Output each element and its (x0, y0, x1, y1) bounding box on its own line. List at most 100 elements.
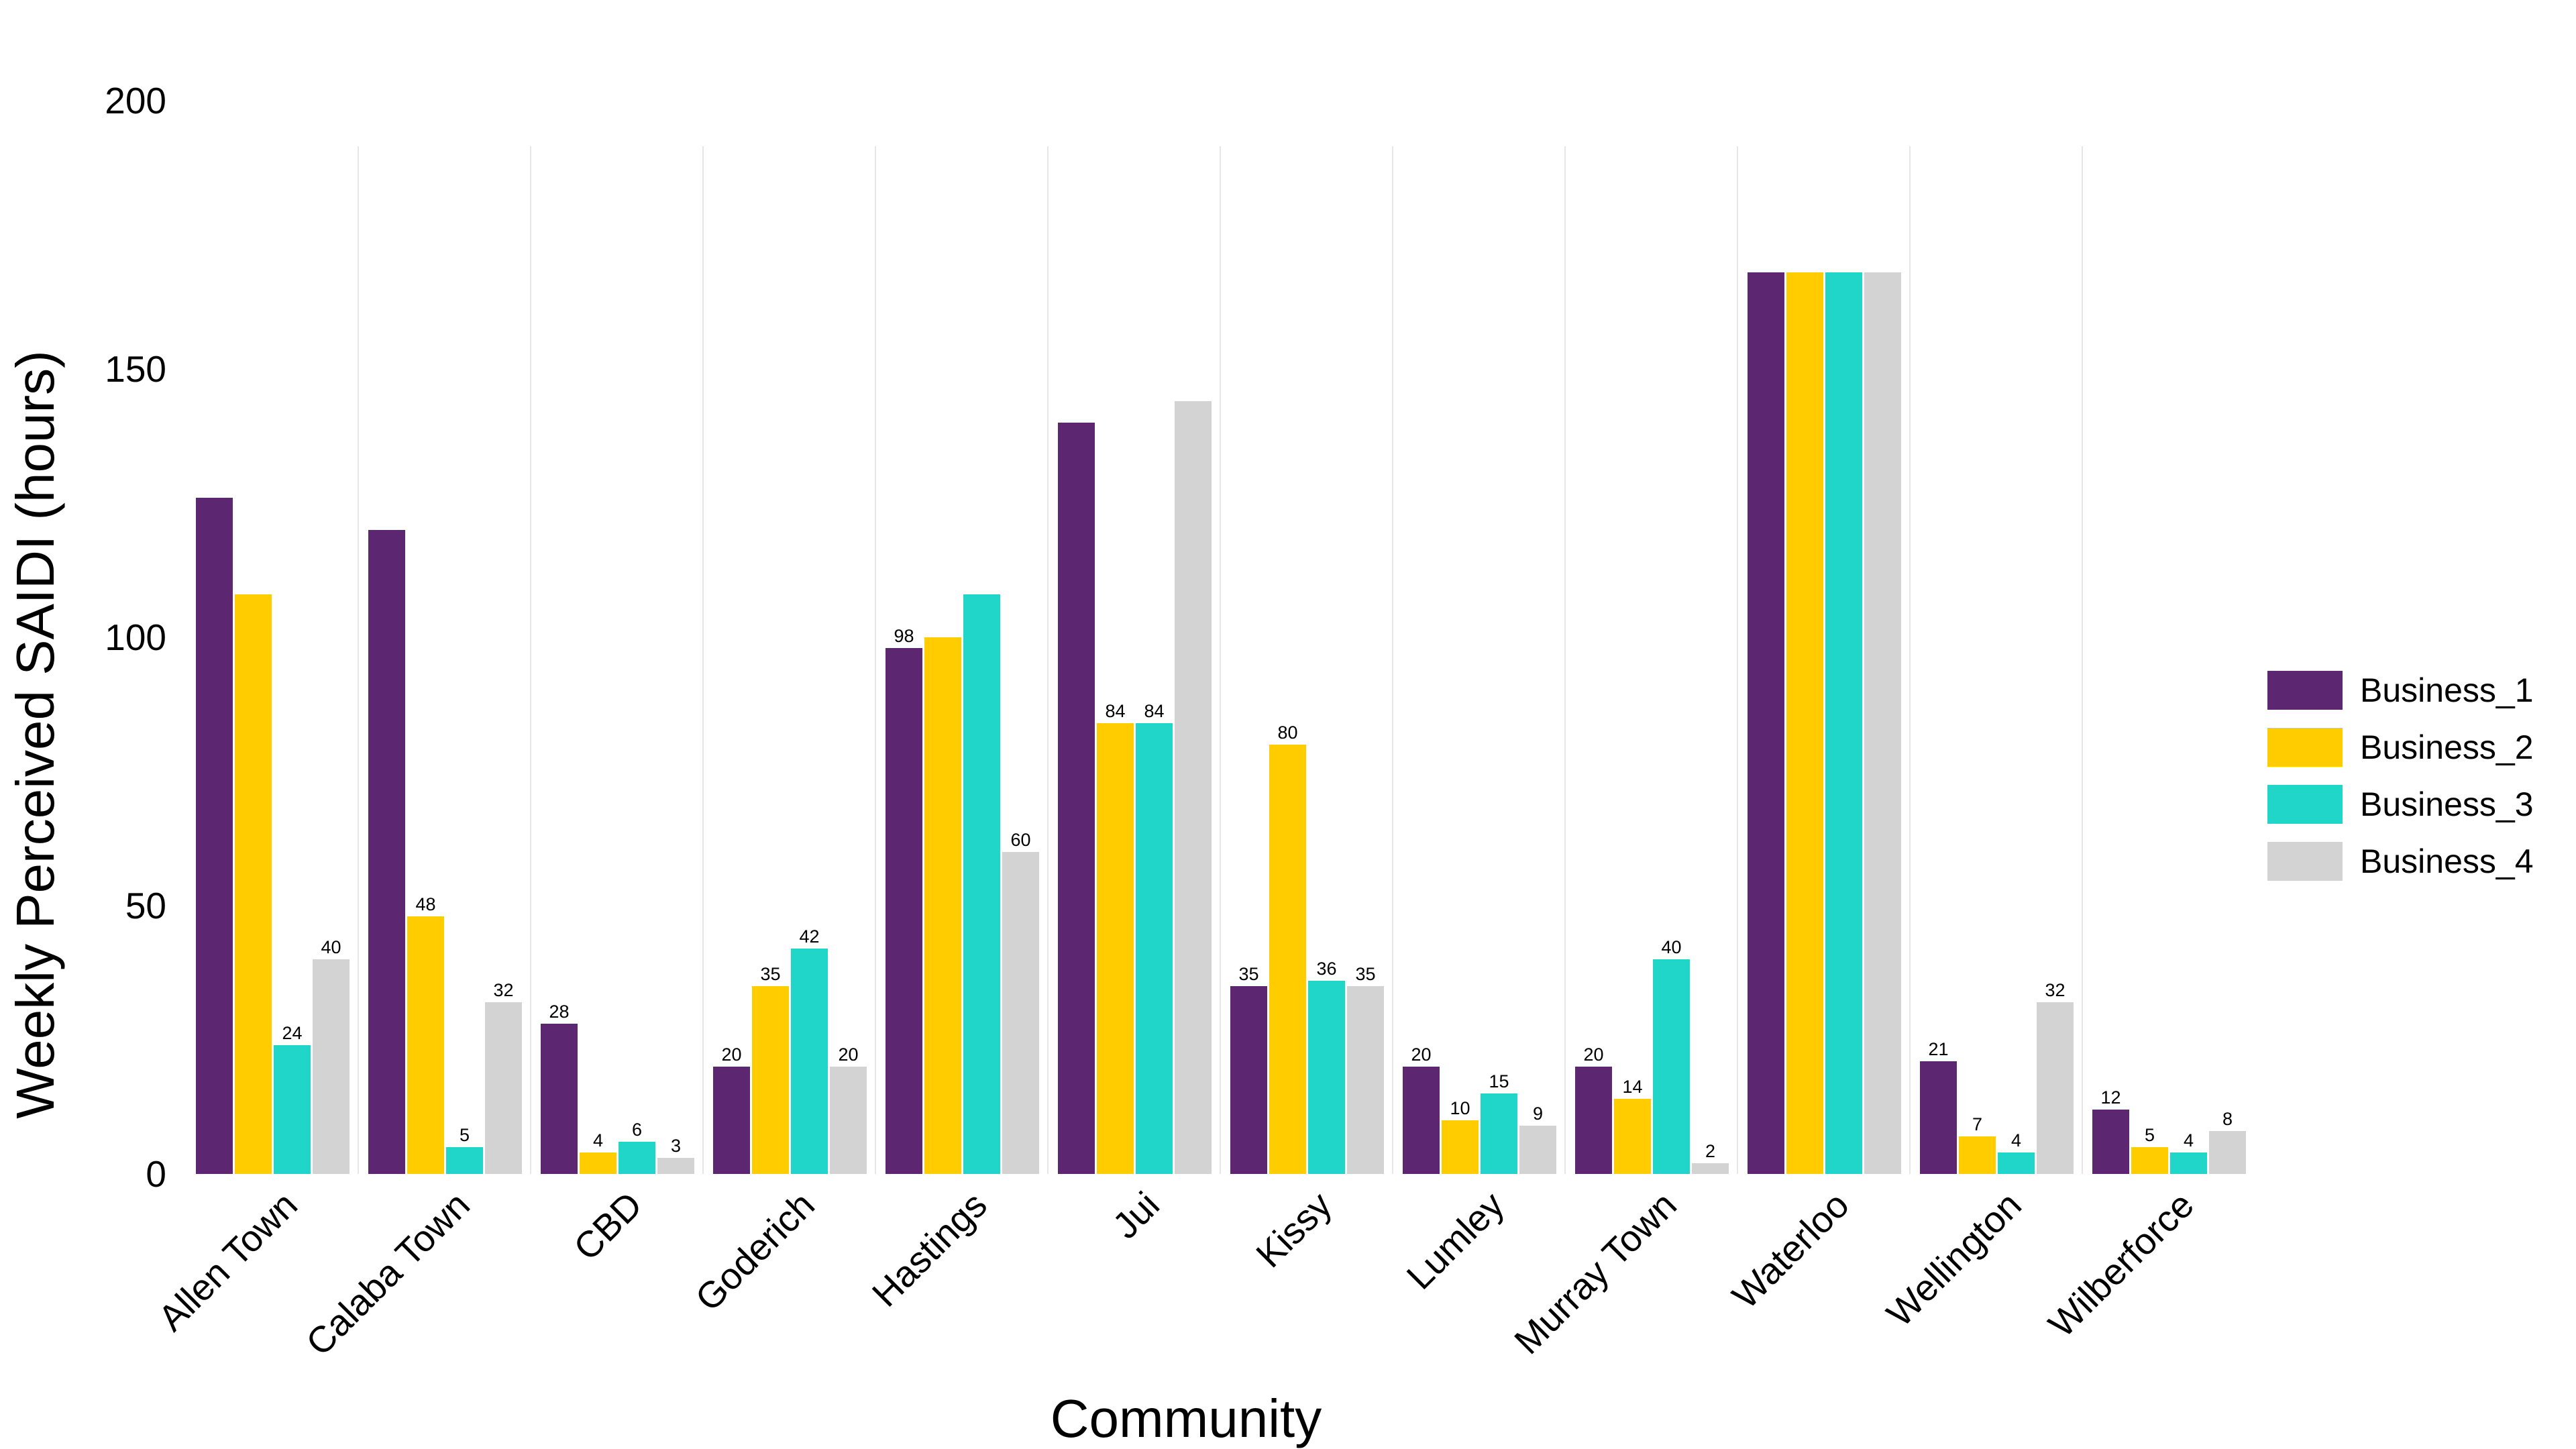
data-label: 20 (721, 1044, 741, 1065)
data-label: 42 (799, 926, 819, 947)
x-tick-label: Hastings (864, 1184, 995, 1315)
bar (196, 498, 233, 1174)
legend: Business_1 Business_2 Business_3 Business_4 (2267, 671, 2534, 881)
data-label: 84 (1105, 701, 1125, 721)
bar (1403, 1067, 1440, 1174)
data-label: 5 (2145, 1125, 2155, 1145)
x-tick-label: Kissy (1248, 1183, 1340, 1275)
bar (1058, 423, 1095, 1174)
bar (1959, 1136, 1996, 1174)
legend-swatch (2267, 785, 2343, 824)
bar (1097, 723, 1134, 1174)
data-label: 2 (1705, 1141, 1715, 1161)
legend-label: Business_2 (2360, 729, 2534, 766)
data-label: 40 (1661, 937, 1681, 957)
y-tick-label: 0 (146, 1153, 166, 1195)
data-label: 40 (321, 937, 341, 957)
bar (1175, 401, 1212, 1174)
x-tick-label: Goderich (687, 1184, 822, 1320)
data-label: 4 (2011, 1130, 2021, 1150)
data-label: 15 (1489, 1071, 1509, 1091)
x-tick-label: Waterloo (1724, 1184, 1857, 1317)
data-label: 21 (1928, 1039, 1948, 1059)
data-label: 28 (549, 1002, 569, 1022)
bar (1614, 1099, 1651, 1174)
bar (1481, 1093, 1517, 1174)
legend-label: Business_1 (2360, 672, 2534, 709)
bar (2092, 1110, 2129, 1174)
data-label: 48 (415, 894, 435, 914)
bar (2209, 1131, 2246, 1174)
data-label: 10 (1450, 1098, 1470, 1118)
data-label: 9 (1533, 1104, 1543, 1124)
data-label: 6 (632, 1120, 642, 1140)
data-label: 4 (593, 1130, 603, 1150)
data-label: 32 (2045, 980, 2065, 1000)
bar (1308, 981, 1345, 1174)
bar (1864, 272, 1901, 1174)
y-tick-label: 100 (105, 616, 166, 658)
bar (1347, 986, 1384, 1174)
data-label: 35 (1238, 964, 1258, 984)
x-tick-label: Calaba Town (298, 1184, 478, 1364)
bar (657, 1158, 694, 1174)
y-tick-label: 150 (105, 348, 166, 390)
data-label: 35 (760, 964, 780, 984)
data-label: 14 (1622, 1077, 1642, 1097)
data-label: 35 (1355, 964, 1375, 984)
bar (963, 594, 1000, 1174)
x-tick-label: Murray Town (1506, 1184, 1684, 1362)
data-label: 60 (1010, 830, 1030, 850)
bar (580, 1152, 616, 1174)
data-label: 8 (2222, 1109, 2233, 1129)
bar (368, 530, 405, 1174)
bar (619, 1142, 655, 1174)
x-axis-title: Community (1051, 1389, 1322, 1448)
bar (1230, 986, 1267, 1174)
data-label: 5 (460, 1125, 470, 1145)
y-axis-title: Weekly Perceived SAIDI (hours) (5, 350, 65, 1119)
bar (830, 1067, 867, 1174)
x-tick-label: Wellington (1878, 1184, 2029, 1335)
data-label: 24 (282, 1023, 302, 1043)
bar (235, 594, 272, 1174)
bar (1825, 272, 1862, 1174)
data-label: 36 (1316, 959, 1336, 979)
bar (1442, 1120, 1479, 1174)
data-label: 32 (493, 980, 513, 1000)
grid (358, 146, 2083, 1174)
data-label: 84 (1144, 701, 1164, 721)
bars (196, 272, 2246, 1174)
bar (2131, 1147, 2168, 1174)
legend-swatch (2267, 728, 2343, 767)
bar (1998, 1152, 2035, 1174)
bar (713, 1067, 750, 1174)
data-label: 3 (671, 1136, 681, 1156)
bar (1748, 272, 1784, 1174)
bar (274, 1045, 311, 1174)
bar (2170, 1152, 2207, 1174)
x-tick-label: CBD (566, 1184, 650, 1269)
bar (752, 986, 789, 1174)
bar (885, 648, 922, 1174)
data-label: 20 (838, 1044, 858, 1065)
data-label: 80 (1277, 722, 1297, 743)
bar (407, 916, 444, 1174)
y-tick-label: 50 (125, 885, 166, 926)
bar (541, 1024, 578, 1174)
bar (1575, 1067, 1612, 1174)
bar (1002, 852, 1039, 1174)
bar (485, 1002, 522, 1174)
x-tick-label: Jui (1104, 1184, 1167, 1247)
legend-swatch (2267, 842, 2343, 881)
bar (791, 949, 828, 1174)
legend-label: Business_4 (2360, 843, 2534, 880)
y-tick-label: 200 (105, 80, 166, 121)
bar (2037, 1002, 2074, 1174)
bar (1653, 959, 1690, 1174)
bar (924, 637, 961, 1174)
bar (1136, 723, 1173, 1174)
